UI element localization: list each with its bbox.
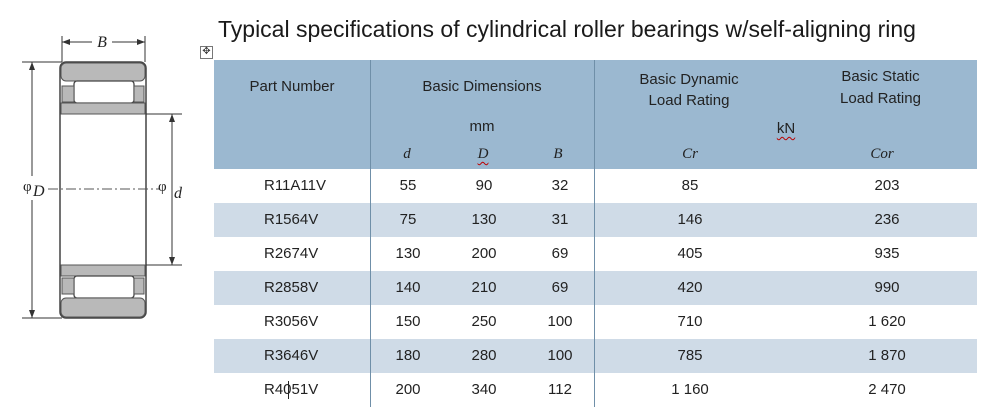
cell-D: 210: [471, 279, 497, 296]
cell-d: 200: [395, 381, 421, 398]
cell-cor: 935: [874, 245, 900, 262]
table-row: R2858V 140 210 69 420 990: [214, 271, 977, 305]
diagram-label-D: D: [32, 183, 45, 200]
header-dynamic-line2: Load Rating: [648, 92, 730, 109]
cell-B: 31: [551, 211, 569, 228]
header-static-line2: Load Rating: [840, 90, 921, 107]
cell-D: 90: [475, 177, 493, 194]
table-header: Part Number Basic Dimensions mm Basic Dy…: [214, 60, 977, 169]
header-col-Cr: Cr: [682, 146, 698, 162]
page-title: Typical specifications of cylindrical ro…: [218, 16, 916, 42]
cell-B: 69: [551, 245, 569, 262]
cell-cor: 1 620: [868, 313, 906, 330]
specifications-table: Part Number Basic Dimensions mm Basic Dy…: [214, 60, 977, 407]
diagram-label-D-phi: φ: [23, 179, 32, 195]
cell-part-number: R1564V: [264, 211, 319, 228]
table-row: R1564V 75 130 31 146 236: [214, 203, 977, 237]
header-col-d: d: [403, 146, 411, 162]
table-row: R4051V 200 340 112 1 160 2 470: [214, 373, 977, 407]
cell-part-number: R2858V: [264, 279, 319, 296]
cell-cr: 1 160: [671, 381, 709, 398]
table-row: R11A11V 55 90 32 85 203: [214, 169, 977, 203]
cell-part-number: R11A11V: [264, 177, 326, 194]
cell-B: 100: [547, 313, 573, 330]
cell-cr: 710: [677, 313, 703, 330]
cell-d: 150: [395, 313, 421, 330]
cell-d: 75: [399, 211, 417, 228]
cell-B: 69: [551, 279, 569, 296]
cell-d: 55: [399, 177, 417, 194]
header-mm-unit: mm: [469, 118, 495, 135]
header-kn-unit: kN: [776, 120, 796, 137]
bearing-cross-section-diagram: B φ D φ d: [22, 34, 183, 319]
cell-cor: 236: [874, 211, 900, 228]
cell-cr: 85: [681, 177, 699, 194]
cell-cor: 203: [874, 177, 900, 194]
cell-D: 200: [471, 245, 497, 262]
cell-d: 140: [395, 279, 421, 296]
table-move-handle-icon[interactable]: ✥: [200, 46, 213, 59]
cell-cr: 420: [677, 279, 703, 296]
cell-part-number: R3646V: [264, 347, 319, 364]
header-basic-dimensions: Basic Dimensions: [422, 78, 542, 95]
header-col-D: D: [477, 146, 489, 162]
cell-d: 180: [395, 347, 421, 364]
header-col-Cor: Cor: [870, 146, 894, 162]
diagram-label-d-phi: φ: [158, 179, 167, 195]
diagram-label-d: d: [174, 185, 183, 202]
header-static-line1: Basic Static: [841, 68, 920, 85]
cell-part-number: R2674V: [264, 245, 319, 262]
table-row: R3646V 180 280 100 785 1 870: [214, 339, 977, 373]
cell-D: 280: [471, 347, 497, 364]
header-col-B: B: [553, 146, 563, 162]
text-cursor: [288, 381, 289, 399]
cell-part-number: R3056V: [264, 313, 319, 330]
cell-D: 340: [471, 381, 497, 398]
cell-B: 112: [548, 381, 572, 398]
header-part-number: Part Number: [249, 78, 335, 95]
diagram-label-B: B: [97, 34, 107, 51]
cell-D: 130: [471, 211, 497, 228]
cell-cor: 2 470: [868, 381, 906, 398]
cell-cor: 1 870: [868, 347, 906, 364]
cell-cor: 990: [874, 279, 900, 296]
cell-cr: 146: [677, 211, 703, 228]
cell-B: 100: [547, 347, 573, 364]
table-row: R3056V 150 250 100 710 1 620: [214, 305, 977, 339]
table-row: R2674V 130 200 69 405 935: [214, 237, 977, 271]
header-dynamic-line1: Basic Dynamic: [639, 71, 739, 88]
cell-cr: 405: [677, 245, 703, 262]
cell-part-number: R4051V: [264, 381, 319, 398]
cell-D: 250: [471, 313, 497, 330]
table-body: R11A11V 55 90 32 85 203 R1564V 75 130 31…: [214, 169, 977, 407]
cell-B: 32: [551, 177, 569, 194]
cell-d: 130: [395, 245, 421, 262]
cell-cr: 785: [677, 347, 703, 364]
